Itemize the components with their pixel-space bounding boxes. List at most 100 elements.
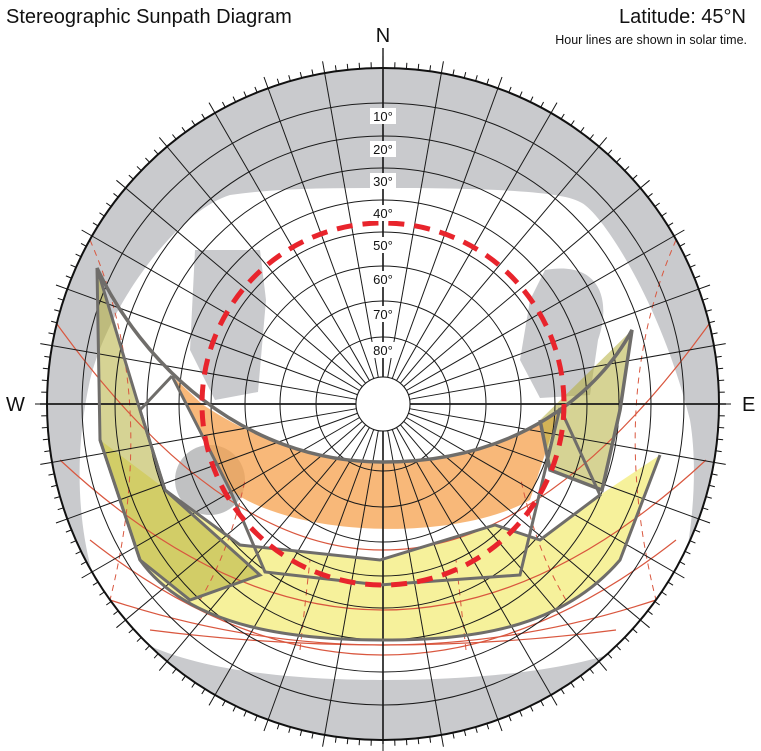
azimuth-tick — [570, 682, 575, 688]
azimuth-tick — [497, 76, 503, 89]
azimuth-tick — [702, 297, 709, 301]
altitude-labels: 10° 20° 30° 40° 50° 60° 70° 80° — [370, 108, 396, 358]
azimuth-tick — [717, 367, 724, 370]
azimuth-tick — [429, 736, 432, 743]
obstruction-mask — [47, 68, 719, 740]
azimuth-tick — [263, 719, 269, 732]
azimuth-tick — [705, 496, 712, 499]
azimuth-tick — [598, 137, 608, 147]
azimuth-tick — [463, 729, 467, 736]
compass-ring — [35, 56, 731, 751]
azimuth-tick — [311, 732, 314, 739]
north-label: N — [376, 25, 390, 47]
azimuth-tick — [667, 581, 674, 586]
azimuth-tick — [75, 253, 82, 258]
shade-outline-upper — [95, 267, 634, 493]
altitude-label: 80° — [373, 343, 393, 358]
azimuth-line — [166, 424, 367, 662]
azimuth-tick — [440, 61, 444, 74]
altitude-label-bg — [370, 205, 396, 221]
azimuth-tick — [57, 507, 64, 511]
azimuth-tick — [632, 174, 638, 180]
altitude-label: 40° — [373, 206, 393, 221]
azimuth-tick — [632, 628, 638, 634]
azimuth-tick — [440, 734, 444, 747]
azimuth-tick — [208, 102, 216, 114]
azimuth-tick — [417, 738, 420, 745]
altitude-label: 10° — [373, 109, 393, 124]
azimuth-tick — [529, 96, 534, 103]
azimuth-tick — [158, 661, 168, 671]
azimuth-tick — [715, 450, 722, 453]
azimuth-tick — [463, 72, 467, 79]
latitude-label: Latitude: 45°N — [619, 6, 746, 28]
azimuth-tick — [550, 102, 558, 114]
azimuth-tick — [717, 438, 724, 441]
azimuth-tick — [607, 149, 613, 155]
azimuth-tick — [540, 700, 545, 707]
azimuth-tick — [708, 320, 715, 324]
azimuth-tick — [201, 113, 206, 120]
azimuth-tick — [334, 736, 337, 743]
shading-fills — [97, 268, 660, 640]
sky-mask-right-lobe — [520, 268, 604, 398]
hour-line — [520, 479, 567, 601]
altitude-label-bg — [370, 306, 396, 322]
altitude-label: 20° — [373, 142, 393, 157]
azimuth-tick — [54, 309, 61, 312]
azimuth-line — [52, 408, 357, 463]
azimuth-tick — [106, 202, 112, 207]
azimuth-tick — [529, 705, 534, 712]
west-label: W — [6, 394, 25, 416]
azimuth-tick — [153, 149, 159, 155]
azimuth-tick — [116, 179, 126, 189]
azimuth-tick — [276, 723, 280, 730]
azimuth-tick — [92, 581, 99, 586]
azimuth-tick — [713, 343, 726, 347]
azimuth-tick — [243, 710, 247, 717]
shade-outline-inner — [170, 375, 562, 587]
azimuth-tick — [55, 518, 68, 524]
azimuth-tick — [81, 571, 93, 579]
azimuth-tick — [486, 723, 490, 730]
azimuth-tick — [136, 166, 142, 171]
azimuth-tick — [661, 591, 667, 596]
azimuth-tick — [715, 355, 722, 358]
azimuth-tick — [486, 78, 490, 85]
azimuth-tick — [232, 705, 237, 712]
azimuth-tick — [705, 309, 712, 312]
azimuth-tick — [221, 101, 226, 108]
azimuth-tick — [42, 367, 49, 370]
azimuth-tick — [51, 320, 58, 324]
azimuth-tick — [661, 212, 667, 217]
zenith-circle — [355, 376, 411, 432]
azimuth-tick — [694, 275, 701, 279]
azimuth-tick — [452, 732, 455, 739]
azimuth-tick — [684, 253, 691, 258]
azimuth-tick — [65, 529, 72, 533]
azimuth-tick — [640, 179, 650, 189]
azimuth-tick — [550, 694, 558, 706]
azimuth-tick — [607, 653, 613, 659]
altitude-label-bg — [370, 237, 396, 253]
azimuth-tick — [475, 726, 478, 733]
azimuth-tick — [311, 69, 314, 76]
azimuth-tick — [276, 78, 280, 85]
azimuth-tick — [711, 473, 718, 476]
shade-olive-west — [97, 268, 260, 600]
azimuth-tick — [679, 242, 686, 247]
azimuth-tick — [689, 540, 696, 544]
azimuth-tick — [580, 127, 585, 133]
azimuth-line — [125, 187, 363, 388]
azimuth-tick — [684, 550, 691, 555]
azimuth-tick — [698, 518, 711, 524]
azimuth-tick — [322, 61, 326, 74]
azimuth-tick — [508, 86, 512, 93]
shade-olive-east — [540, 330, 632, 490]
azimuth-tick — [429, 65, 432, 72]
azimuth-tick — [299, 729, 303, 736]
azimuth-tick — [51, 484, 58, 488]
shade-outline-south — [98, 439, 662, 642]
azimuth-tick — [145, 157, 150, 163]
azimuth-tick — [208, 694, 216, 706]
